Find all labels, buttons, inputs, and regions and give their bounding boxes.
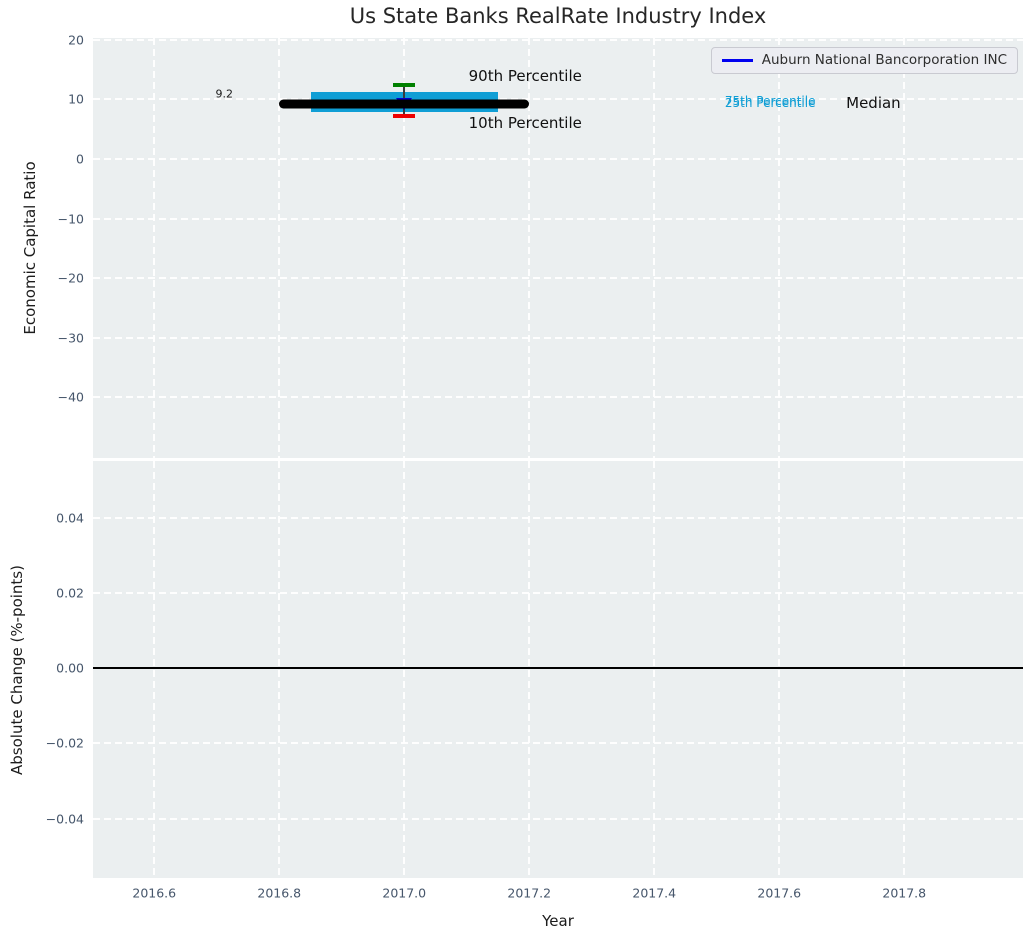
- gridline-horizontal: [93, 336, 1023, 339]
- errorbar-cap: [393, 114, 416, 119]
- y-tick-label: −0.04: [45, 811, 84, 827]
- x-tick-label: 2017.2: [507, 885, 552, 901]
- gridline-vertical: [278, 461, 281, 878]
- y-tick-label: 20: [68, 32, 84, 48]
- x-tick-label: 2017.8: [882, 885, 927, 901]
- y-tick-label: −20: [57, 270, 84, 286]
- x-tick-label: 2017.4: [632, 885, 677, 901]
- x-axis-label: Year: [542, 912, 574, 930]
- gridline-vertical: [528, 461, 531, 878]
- chart-title: Us State Banks RealRate Industry Index: [349, 4, 767, 28]
- x-tick-label: 2017.6: [757, 885, 802, 901]
- gridline-vertical: [403, 461, 406, 878]
- x-tick-label: 2017.0: [382, 885, 427, 901]
- legend-line-sample: [721, 58, 753, 62]
- gridline-vertical: [528, 38, 531, 458]
- gridline-horizontal: [93, 277, 1023, 280]
- gridline-vertical: [278, 38, 281, 458]
- bottom-plot-area: Absolute Change (%-points) Year 0.04 0.02…: [8, 461, 1023, 930]
- x-tick-label: 2016.6: [132, 885, 177, 901]
- errorbar-cap: [393, 83, 416, 88]
- y-tick-label: 0.00: [56, 660, 84, 676]
- top-plot-area: Economic Capital Ratio Auburn National B…: [21, 32, 1023, 458]
- median-line: [279, 99, 530, 109]
- gridline-vertical: [653, 461, 656, 878]
- y-tick-label: 0.04: [56, 510, 84, 526]
- p10-label: 10th Percentile: [468, 114, 582, 133]
- zero-line: [93, 667, 1023, 670]
- gridline-vertical: [903, 38, 906, 458]
- gridline-vertical: [403, 38, 406, 458]
- y-tick-label: −30: [57, 330, 84, 346]
- median-label: Median: [846, 93, 901, 112]
- gridline-vertical: [153, 38, 156, 458]
- median-value-label: 9.2: [215, 87, 234, 101]
- gridline-vertical: [653, 38, 656, 458]
- y-tick-label: −40: [57, 389, 84, 405]
- gridline-horizontal: [93, 396, 1023, 399]
- bottom-y-axis-label: Absolute Change (%-points): [8, 564, 26, 775]
- gridline-horizontal: [93, 817, 1023, 820]
- y-tick-label: −10: [57, 211, 84, 226]
- gridline-horizontal: [93, 38, 1023, 41]
- y-tick-label: 10: [68, 91, 84, 107]
- y-tick-label: −0.02: [45, 735, 84, 751]
- legend: Auburn National Bancorporation INC: [710, 47, 1018, 74]
- gridline-horizontal: [93, 217, 1023, 220]
- y-tick-label: 0.02: [56, 585, 84, 601]
- gridline-horizontal: [93, 591, 1023, 594]
- top-y-axis-label: Economic Capital Ratio: [21, 161, 39, 335]
- gridline-vertical: [778, 461, 781, 878]
- y-tick-label: 0: [76, 151, 84, 167]
- gridline-horizontal: [93, 516, 1023, 519]
- p75-label: 75th Percentile: [724, 93, 816, 108]
- x-tick-label: 2016.8: [257, 885, 302, 901]
- gridline-vertical: [903, 461, 906, 878]
- gridline-horizontal: [93, 742, 1023, 745]
- gridline-vertical: [153, 461, 156, 878]
- legend-label: Auburn National Bancorporation INC: [761, 52, 1007, 68]
- gridline-vertical: [778, 38, 781, 458]
- p90-label: 90th Percentile: [468, 67, 582, 86]
- gridline-horizontal: [93, 157, 1023, 160]
- gridline-horizontal: [93, 98, 1023, 101]
- p25-label: 25th Percentile: [724, 95, 816, 110]
